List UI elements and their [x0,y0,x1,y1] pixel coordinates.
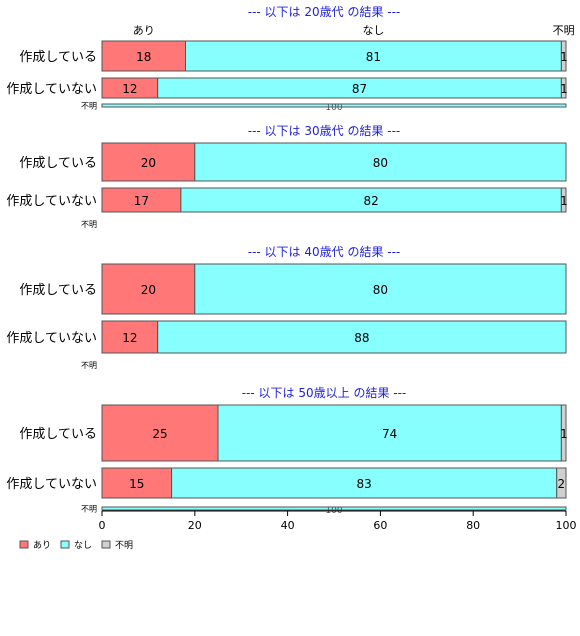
panel-title: --- 以下は 20歳代 の結果 --- [248,5,401,19]
row-label: 不明 [81,505,97,514]
bar-segment [157,320,567,354]
bar-segment [101,263,196,315]
bar-segment [185,40,562,72]
bar-segment [560,404,567,462]
x-tick-label: 20 [188,519,202,532]
row-label: 作成していない [6,194,97,209]
legend-swatch [101,540,111,549]
row-label: 作成していない [6,82,97,97]
top-category-label: なし [362,24,384,37]
data-label: 20 [141,283,156,297]
row-label: 不明 [81,361,97,370]
bar-segment [101,103,567,108]
data-label: 80 [373,283,388,297]
data-label: 15 [129,477,144,491]
bar-segment [560,40,567,72]
legend-label: 不明 [115,540,133,551]
bar-segment [556,467,567,499]
row-label: 作成していない [6,477,97,492]
data-label: 20 [141,156,156,170]
bar-segment [101,467,173,499]
bar-segment [180,187,562,213]
bar-segment [194,263,567,315]
data-label: 87 [352,82,367,96]
legend-label: あり [33,540,51,551]
data-label: 12 [122,331,137,345]
x-tick-label: 60 [373,519,387,532]
data-label: 80 [373,156,388,170]
legend-label: なし [74,540,92,551]
row-label: 作成している [19,156,97,171]
bar-segment [101,506,567,511]
top-category-label: 不明 [553,24,575,37]
data-label: 17 [134,194,149,208]
data-label: 12 [122,82,137,96]
top-category-label: あり [133,24,155,37]
x-tick-label: 100 [556,519,577,532]
bar-segment [560,187,567,213]
row-label: 作成していない [6,331,97,346]
bar-segment [101,40,187,72]
data-label: 82 [363,194,378,208]
legend-swatch [19,540,29,549]
x-tick-label: 40 [281,519,295,532]
row-label: 作成している [19,427,97,442]
data-label: 1 [560,82,568,96]
data-label: 83 [357,477,372,491]
legend-swatch [60,540,70,549]
data-label: 1 [560,427,568,441]
data-label: 88 [354,331,369,345]
row-label: 不明 [81,102,97,111]
data-label: 1 [560,50,568,64]
data-label: 18 [136,50,151,64]
data-label: 74 [382,427,397,441]
bar-segment [560,77,567,99]
data-label: 2 [558,477,566,491]
x-tick-label: 80 [466,519,480,532]
bar-segment [101,404,219,462]
panel-title: --- 以下は 50歳以上 の結果 --- [242,386,407,400]
data-label: 1 [560,194,568,208]
x-tick-label: 0 [99,519,106,532]
data-label: 25 [152,427,167,441]
bar-segment [101,187,182,213]
panel-title: --- 以下は 40歳代 の結果 --- [248,245,401,259]
bar-segment [194,142,567,182]
row-label: 作成している [19,50,97,65]
row-label: 作成している [19,283,97,298]
bar-segment [217,404,562,462]
data-label: 100 [325,103,342,113]
bar-segment [101,320,159,354]
panel-title: --- 以下は 30歳代 の結果 --- [248,124,401,138]
data-label: 81 [366,50,381,64]
row-label: 不明 [81,220,97,229]
bar-segment [171,467,558,499]
